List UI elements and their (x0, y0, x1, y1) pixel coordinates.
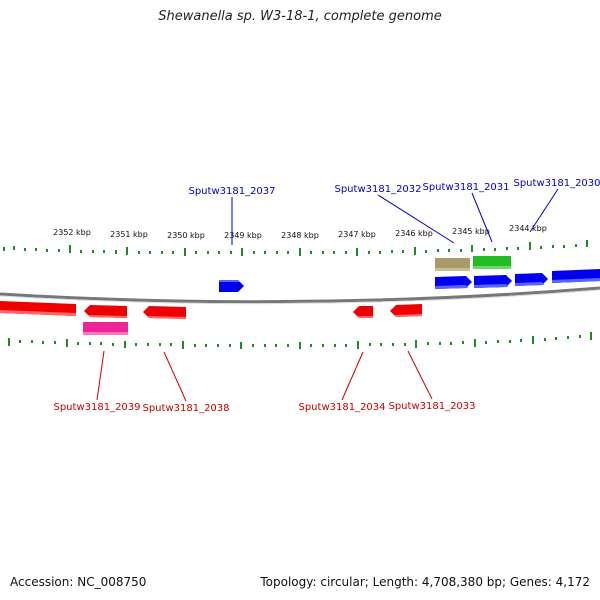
gene-label-sputw3181-2034[interactable]: Sputw3181_2034 (298, 402, 385, 413)
gene-sputw3181-2037[interactable] (219, 280, 244, 292)
gene-reverse-edge[interactable] (0, 301, 76, 316)
genome-backbone (0, 286, 600, 305)
gene-sputw3181-2030[interactable] (515, 273, 548, 286)
gene-label-sputw3181-2033[interactable]: Sputw3181_2033 (388, 401, 475, 412)
gene-label-sputw3181-2030[interactable]: Sputw3181_2030 (513, 178, 600, 189)
scale-label: 2352 kbp (53, 228, 91, 237)
reverse-gene-labels: Sputw3181_2039 Sputw3181_2038 Sputw3181_… (53, 350, 476, 414)
gene-label-sputw3181-2031[interactable]: Sputw3181_2031 (422, 182, 509, 193)
gene-sputw3181-2034[interactable] (353, 306, 373, 318)
scale-label: 2351 kbp (110, 230, 148, 239)
reverse-strand-genes (0, 301, 422, 319)
upper-tick-track (3, 240, 588, 256)
accession-label: Accession: NC_008750 (10, 575, 147, 589)
lower-tick-track (8, 332, 592, 349)
scale-label: 2346 kbp (395, 229, 433, 238)
feature-track-upper (435, 256, 511, 271)
gene-sputw3181-2031[interactable] (474, 275, 512, 288)
gene-label-sputw3181-2038[interactable]: Sputw3181_2038 (142, 403, 229, 414)
scale-label: 2350 kbp (167, 231, 205, 240)
genome-title: Shewanella sp. W3-18-1, complete genome (158, 9, 442, 24)
forward-strand-genes (219, 269, 600, 292)
feature-green[interactable] (473, 256, 511, 269)
topology-label: Topology: circular; Length: 4,708,380 bp… (260, 575, 590, 589)
scale-label: 2347 kbp (338, 230, 376, 239)
feature-pink[interactable] (83, 322, 128, 335)
gene-sputw3181-2038[interactable] (143, 306, 186, 319)
gene-sputw3181-2033[interactable] (390, 304, 422, 317)
scale-labels: 2352 kbp 2351 kbp 2350 kbp 2349 kbp 2348… (53, 224, 547, 240)
gene-label-sputw3181-2032[interactable]: Sputw3181_2032 (334, 184, 421, 195)
forward-gene-labels: Sputw3181_2037 Sputw3181_2032 Sputw3181_… (188, 178, 600, 245)
gene-forward-edge[interactable] (552, 269, 600, 283)
scale-label: 2349 kbp (224, 231, 262, 240)
scale-label: 2344 kbp (509, 224, 547, 233)
feature-khaki[interactable] (435, 258, 470, 271)
gene-label-sputw3181-2039[interactable]: Sputw3181_2039 (53, 402, 140, 413)
scale-label: 2345 kbp (452, 227, 490, 236)
gene-sputw3181-2039[interactable] (84, 305, 127, 318)
scale-label: 2348 kbp (281, 231, 319, 240)
gene-label-sputw3181-2037[interactable]: Sputw3181_2037 (188, 186, 275, 197)
gene-sputw3181-2032[interactable] (435, 276, 472, 289)
